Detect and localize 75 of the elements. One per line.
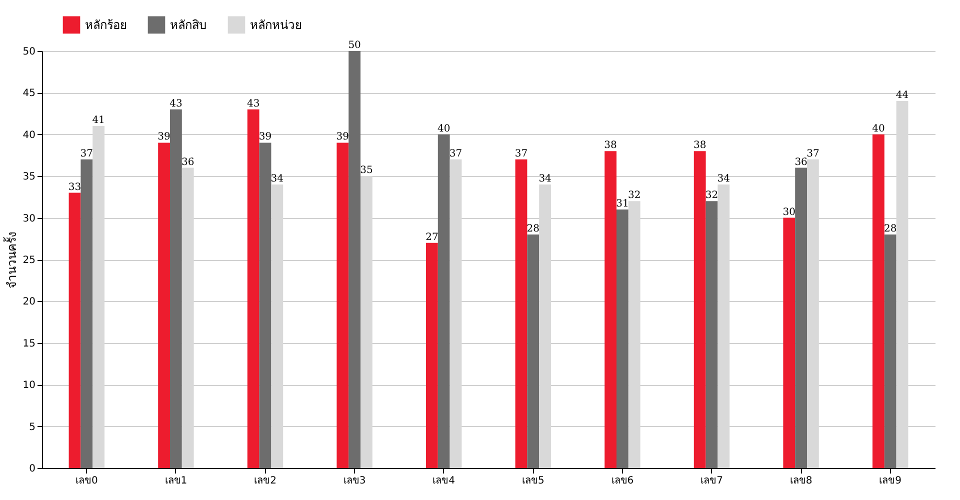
bar: [694, 151, 706, 468]
legend-label: หลักร้อย: [85, 18, 127, 32]
y-tick-label: 20: [22, 296, 36, 308]
y-tick-label: 35: [22, 172, 36, 183]
bar: [515, 159, 528, 468]
x-tick-label: เลข5: [522, 476, 544, 486]
y-tick-label: 10: [22, 380, 36, 392]
data-label: 28: [526, 223, 540, 234]
bar: [604, 151, 616, 468]
bar: [783, 218, 796, 468]
bar: [247, 109, 260, 468]
x-tick-label: เลข8: [790, 476, 812, 486]
data-label: 37: [80, 148, 94, 160]
y-tick-label: 5: [29, 422, 36, 433]
bar: [259, 142, 272, 468]
x-tick-label: เลข1: [164, 476, 188, 486]
bar: [438, 134, 450, 468]
y-tick-label: 25: [22, 255, 36, 266]
data-label: 32: [628, 190, 641, 202]
bar: [795, 168, 808, 468]
data-label: 31: [616, 198, 629, 210]
data-label: 41: [92, 115, 105, 126]
y-axis-title: จำนวนครั้ง: [2, 232, 19, 288]
y-tick-label: 45: [22, 88, 36, 100]
data-label: 36: [794, 156, 808, 168]
data-label: 37: [449, 148, 462, 160]
bar: [68, 192, 81, 468]
x-tick-label: เลข7: [700, 476, 723, 486]
bar: [872, 134, 884, 468]
data-label: 35: [360, 165, 373, 176]
data-label: 33: [68, 182, 82, 193]
x-tick-label: เลข2: [254, 476, 276, 486]
bar: [426, 242, 438, 468]
data-label: 28: [884, 223, 897, 234]
bar: [170, 109, 182, 468]
bar: [336, 142, 349, 468]
bar: [158, 142, 170, 468]
x-tick-label: เลข3: [343, 476, 366, 486]
x-tick-label: เลข6: [611, 476, 634, 486]
data-label: 34: [538, 173, 552, 184]
data-label: 39: [258, 132, 272, 143]
data-label: 40: [872, 123, 885, 134]
y-tick-label: 15: [22, 338, 36, 350]
y-tick-label: 40: [22, 130, 36, 141]
x-tick-label: เลข0: [75, 476, 98, 486]
data-label: 50: [348, 40, 361, 51]
data-label: 32: [705, 190, 718, 202]
legend-label: หลักหน่วย: [250, 18, 302, 32]
data-label: 37: [806, 148, 820, 160]
data-label: 40: [437, 123, 450, 134]
legend-label: หลักสิบ: [170, 18, 207, 32]
data-label: 34: [717, 173, 730, 184]
data-label: 44: [896, 90, 909, 102]
y-tick-label: 0: [29, 464, 36, 474]
data-label: 36: [181, 156, 194, 168]
x-tick-label: เลข9: [879, 476, 902, 486]
y-tick-label: 30: [22, 213, 36, 224]
x-tick-label: เลข4: [432, 476, 456, 486]
bar: [80, 159, 93, 468]
data-label: 38: [693, 140, 706, 152]
bar: [616, 209, 628, 468]
bar: [884, 234, 896, 468]
bar: [348, 51, 361, 468]
data-label: 37: [514, 148, 528, 160]
data-label: 30: [782, 206, 796, 218]
bar: [706, 201, 718, 468]
data-label: 34: [270, 173, 284, 184]
y-tick-label: 50: [22, 46, 36, 58]
data-label: 39: [158, 132, 170, 143]
data-label: 43: [170, 98, 182, 110]
data-label: 38: [604, 140, 617, 152]
bar: [527, 234, 540, 468]
data-label: 39: [336, 132, 350, 143]
data-label: 43: [246, 98, 260, 110]
data-label: 27: [426, 232, 438, 243]
